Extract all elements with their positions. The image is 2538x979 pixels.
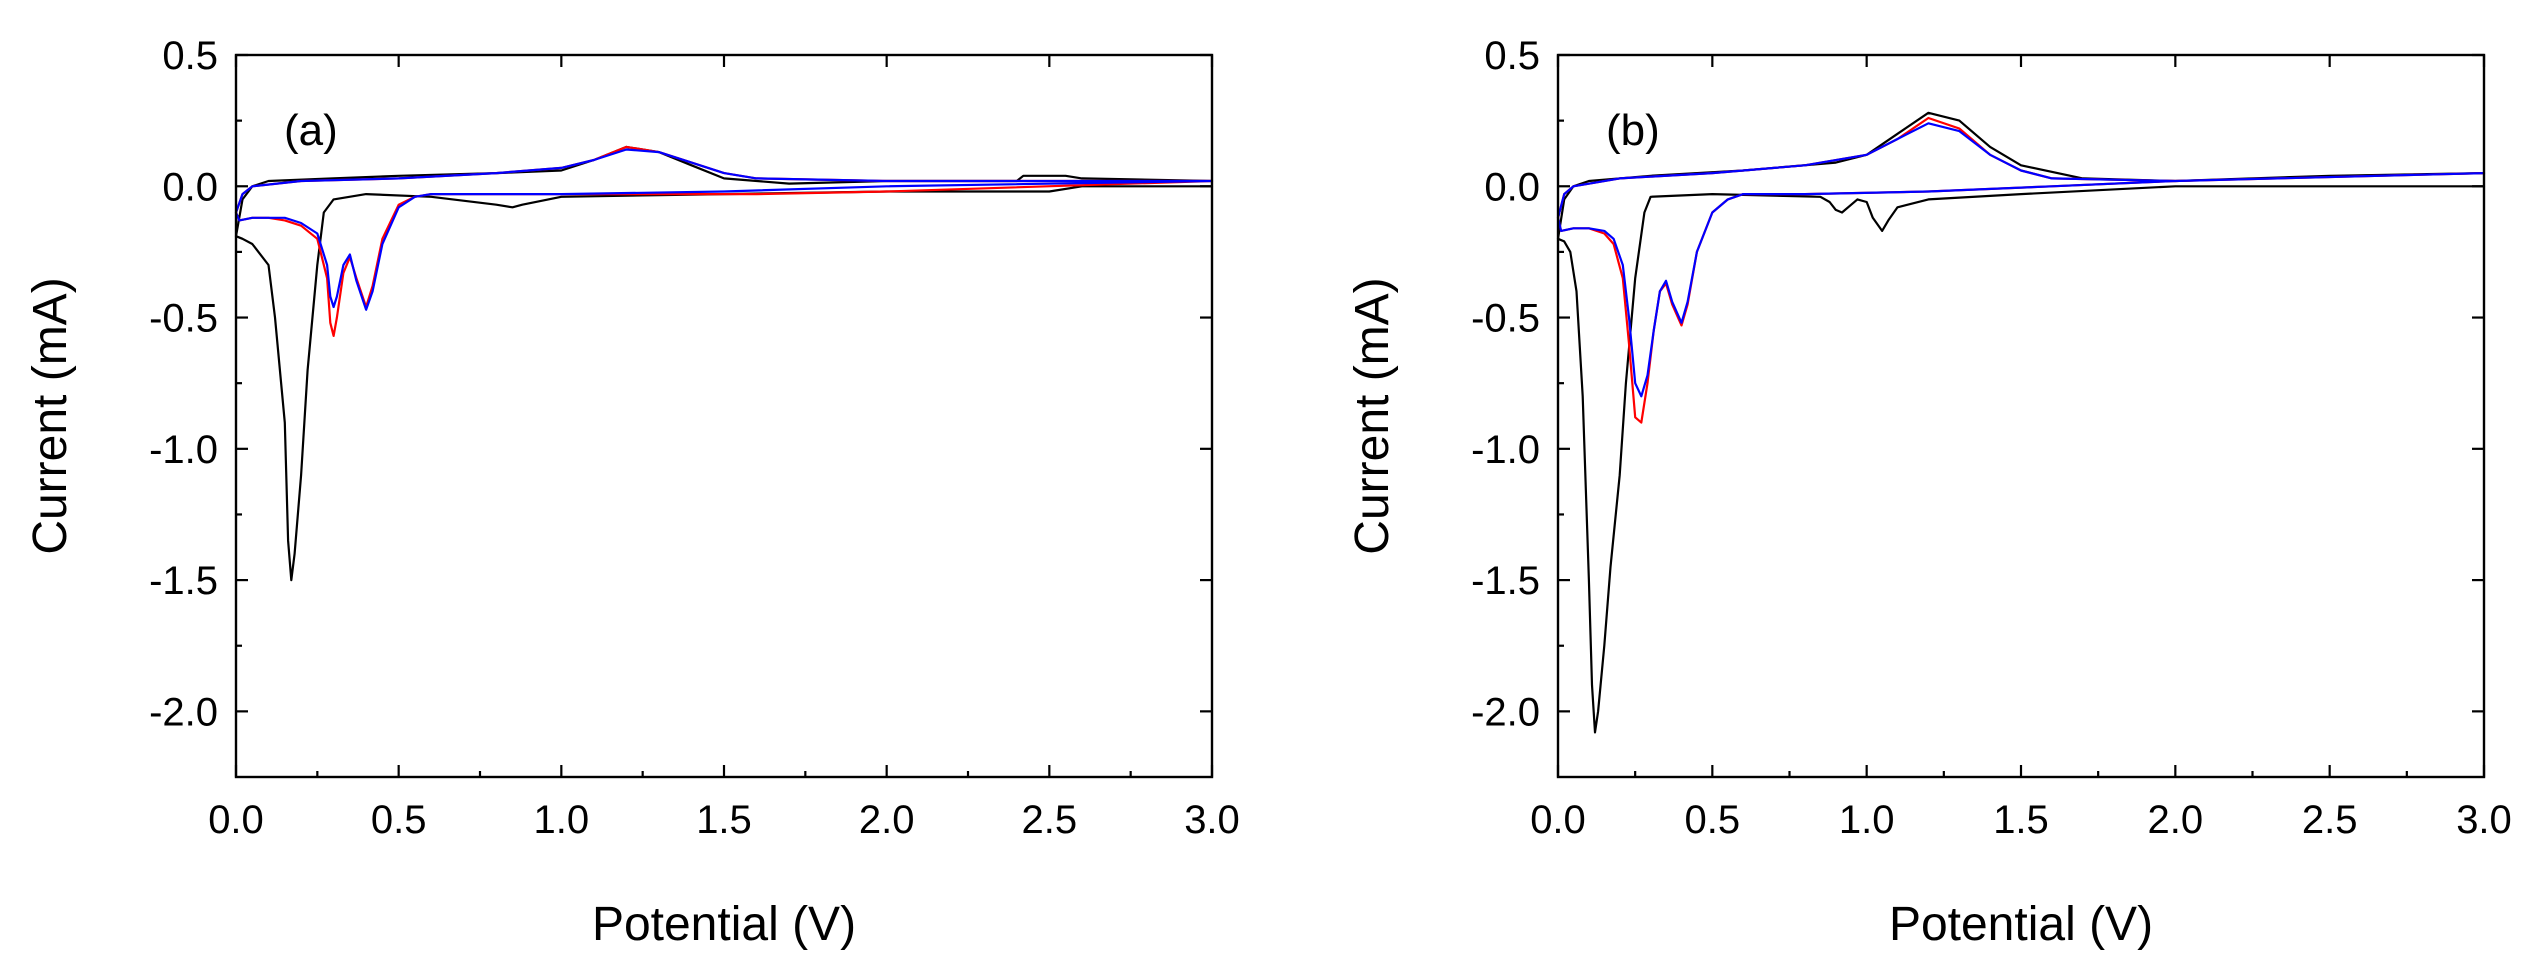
panel-b-x-axis-title: Potential (V) <box>1889 898 2153 951</box>
panel-b-x-tick-label: 1.5 <box>1993 798 2049 842</box>
panel-a-x-axis-title: Potential (V) <box>592 898 856 951</box>
panel-a-series-3-line <box>234 148 1214 311</box>
panel-b-series-2-line <box>1556 116 2486 424</box>
panel-b-y-tick-label: -1.0 <box>1471 428 1540 472</box>
panel-b-y-tick-label: 0.5 <box>1484 34 1540 78</box>
panel-b-label: (b) <box>1606 106 1660 155</box>
panel-b-x-tick-label: 0.5 <box>1685 798 1741 842</box>
panel-b-y-tick-label: -2.0 <box>1471 690 1540 734</box>
panel-a-y-tick-label: -1.5 <box>149 559 218 603</box>
panel-a-y-tick-label: -1.0 <box>149 428 218 472</box>
panel-a-x-tick-label: 1.0 <box>534 798 590 842</box>
panel-a-series-1-line <box>234 145 1214 582</box>
panel-a-x-tick-label: 0.5 <box>371 798 427 842</box>
panel-a-y-tick-label: 0.5 <box>162 34 218 78</box>
panel-b-series-3-line <box>1556 122 2486 398</box>
panel-b-x-tick-label: 2.5 <box>2302 798 2358 842</box>
panel-b-x-tick-label: 3.0 <box>2456 798 2512 842</box>
panel-b-series-1-line <box>1556 111 2486 734</box>
panel-a-x-tick-label: 1.5 <box>696 798 752 842</box>
panel-b-y-tick-label: -0.5 <box>1471 297 1540 341</box>
panel-b-y-axis-title: Current (mA) <box>1346 277 1399 554</box>
panel-a-x-tick-label: 2.0 <box>859 798 915 842</box>
panel-a-y-tick-label: -2.0 <box>149 690 218 734</box>
panel-a-label: (a) <box>284 106 338 155</box>
panel-a-y-axis-title: Current (mA) <box>24 277 77 554</box>
panel-a-y-tick-label: 0.0 <box>162 165 218 209</box>
panel-a-x-tick-label: 2.5 <box>1022 798 1078 842</box>
panel-b-y-tick-label: 0.0 <box>1484 165 1540 209</box>
panel-b-plot-frame <box>1556 53 2486 779</box>
panel-a-y-tick-label: -0.5 <box>149 297 218 341</box>
panel-b-y-tick-label: -1.5 <box>1471 559 1540 603</box>
panel-b-x-tick-label: 1.0 <box>1839 798 1895 842</box>
panel-a-plot-frame <box>234 53 1214 779</box>
panel-b-x-tick-label: 2.0 <box>2148 798 2204 842</box>
panel-b-x-tick-label: 0.0 <box>1530 798 1586 842</box>
panel-a-x-tick-label: 3.0 <box>1184 798 1240 842</box>
panel-a-x-tick-label: 0.0 <box>208 798 264 842</box>
